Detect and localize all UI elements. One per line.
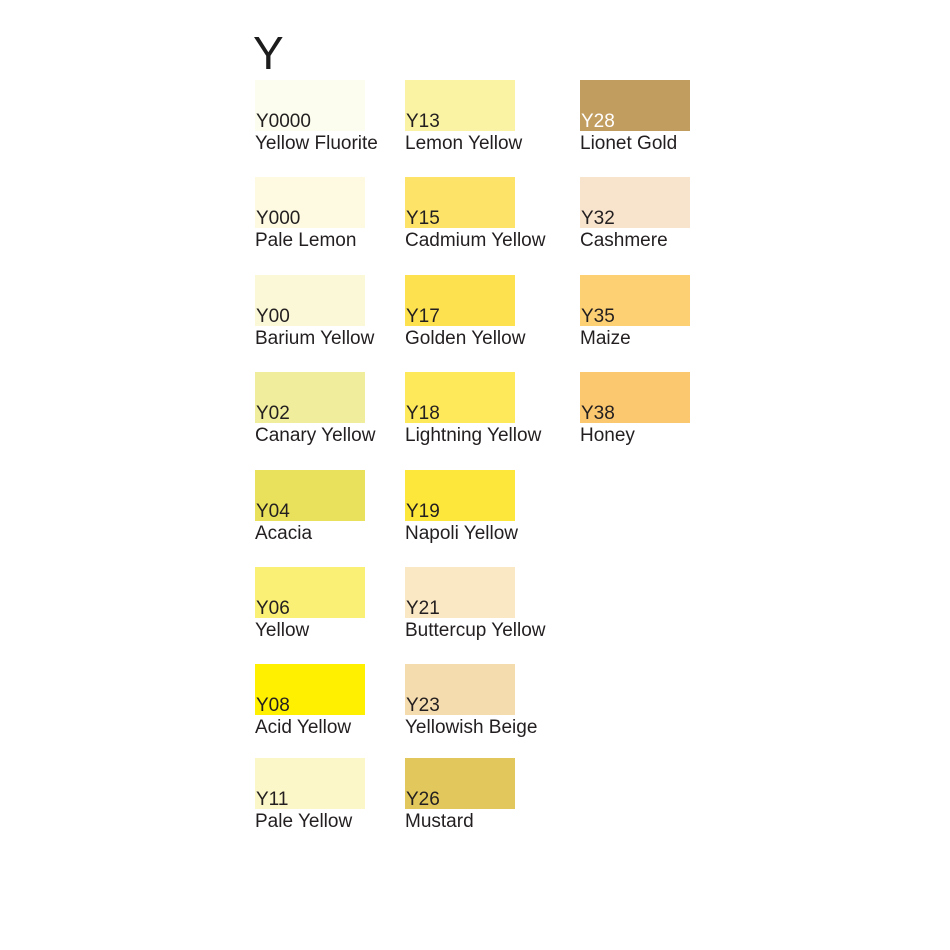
swatch-code: Y06 <box>256 598 290 619</box>
swatch-name: Yellow <box>255 620 310 641</box>
swatch-cell-y23: Y23 Yellowish Beige <box>405 664 565 738</box>
swatch-code: Y08 <box>256 695 290 716</box>
swatch-name: Buttercup Yellow <box>405 620 546 641</box>
swatch-cell-y32: Y32 Cashmere <box>580 177 740 251</box>
color-chip: Y21 <box>405 567 515 619</box>
page-title: Y <box>253 27 285 79</box>
swatch-name: Lightning Yellow <box>405 425 542 446</box>
swatch-name: Yellowish Beige <box>405 717 538 738</box>
swatch-name: Cashmere <box>580 230 668 251</box>
swatch-name: Pale Lemon <box>255 230 357 251</box>
swatch-name: Canary Yellow <box>255 425 376 446</box>
swatch-name: Maize <box>580 328 631 349</box>
color-chip: Y17 <box>405 275 515 327</box>
swatch-code: Y23 <box>406 695 440 716</box>
swatch-code: Y13 <box>406 111 440 132</box>
swatch-cell-y38: Y38 Honey <box>580 372 740 446</box>
swatch-cell-y35: Y35 Maize <box>580 275 740 349</box>
swatch-cell-y26: Y26 Mustard <box>405 758 565 832</box>
color-chip: Y08 <box>255 664 365 716</box>
color-chip: Y11 <box>255 758 365 810</box>
swatch-code: Y17 <box>406 306 440 327</box>
color-chip: Y35 <box>580 275 690 327</box>
swatch-cell-y28: Y28 Lionet Gold <box>580 80 740 154</box>
swatch-cell-y02: Y02 Canary Yellow <box>255 372 415 446</box>
swatch-name: Acid Yellow <box>255 717 352 738</box>
swatch-cell-y17: Y17 Golden Yellow <box>405 275 565 349</box>
color-chip: Y28 <box>580 80 690 132</box>
swatch-cell-y21: Y21 Buttercup Yellow <box>405 567 565 641</box>
swatch-cell-y0000: Y0000 Yellow Fluorite <box>255 80 415 154</box>
swatch-cell-y19: Y19 Napoli Yellow <box>405 470 565 544</box>
color-chip: Y19 <box>405 470 515 522</box>
swatch-cell-y00: Y00 Barium Yellow <box>255 275 415 349</box>
swatch-cell-y11: Y11 Pale Yellow <box>255 758 415 832</box>
swatch-cell-y000: Y000 Pale Lemon <box>255 177 415 251</box>
swatch-code: Y04 <box>256 501 290 522</box>
swatch-code: Y26 <box>406 789 440 810</box>
color-chip: Y23 <box>405 664 515 716</box>
swatch-name: Golden Yellow <box>405 328 526 349</box>
swatch-name: Acacia <box>255 523 313 544</box>
color-chip: Y15 <box>405 177 515 229</box>
swatch-code: Y000 <box>256 208 301 229</box>
swatch-name: Lemon Yellow <box>405 133 523 154</box>
color-chip: Y000 <box>255 177 365 229</box>
swatch-code: Y11 <box>256 789 289 810</box>
swatch-code: Y35 <box>581 306 615 327</box>
color-chip: Y32 <box>580 177 690 229</box>
swatch-name: Honey <box>580 425 635 446</box>
swatch-cell-y13: Y13 Lemon Yellow <box>405 80 565 154</box>
swatch-name: Mustard <box>405 811 474 832</box>
color-chip: Y04 <box>255 470 365 522</box>
swatch-code: Y19 <box>406 501 440 522</box>
color-chip: Y26 <box>405 758 515 810</box>
swatch-name: Lionet Gold <box>580 133 678 154</box>
swatch-code: Y38 <box>581 403 615 424</box>
swatch-name: Yellow Fluorite <box>255 133 378 154</box>
swatch-cell-y15: Y15 Cadmium Yellow <box>405 177 565 251</box>
color-chip: Y38 <box>580 372 690 424</box>
swatch-code: Y0000 <box>256 111 311 132</box>
color-chip: Y0000 <box>255 80 365 132</box>
swatch-code: Y02 <box>256 403 290 424</box>
swatch-name: Pale Yellow <box>255 811 353 832</box>
swatch-cell-y06: Y06 Yellow <box>255 567 415 641</box>
swatch-cell-y08: Y08 Acid Yellow <box>255 664 415 738</box>
swatch-name: Barium Yellow <box>255 328 375 349</box>
color-chip: Y00 <box>255 275 365 327</box>
swatch-code: Y32 <box>581 208 615 229</box>
swatch-code: Y15 <box>406 208 440 229</box>
swatch-code: Y18 <box>406 403 440 424</box>
swatch-code: Y00 <box>256 306 290 327</box>
swatch-code: Y28 <box>581 111 615 132</box>
swatch-cell-y18: Y18 Lightning Yellow <box>405 372 565 446</box>
color-chip: Y06 <box>255 567 365 619</box>
color-chip: Y13 <box>405 80 515 132</box>
swatch-name: Cadmium Yellow <box>405 230 546 251</box>
swatch-code: Y21 <box>406 598 440 619</box>
color-chip: Y18 <box>405 372 515 424</box>
swatch-name: Napoli Yellow <box>405 523 519 544</box>
color-chip: Y02 <box>255 372 365 424</box>
swatch-cell-y04: Y04 Acacia <box>255 470 415 544</box>
